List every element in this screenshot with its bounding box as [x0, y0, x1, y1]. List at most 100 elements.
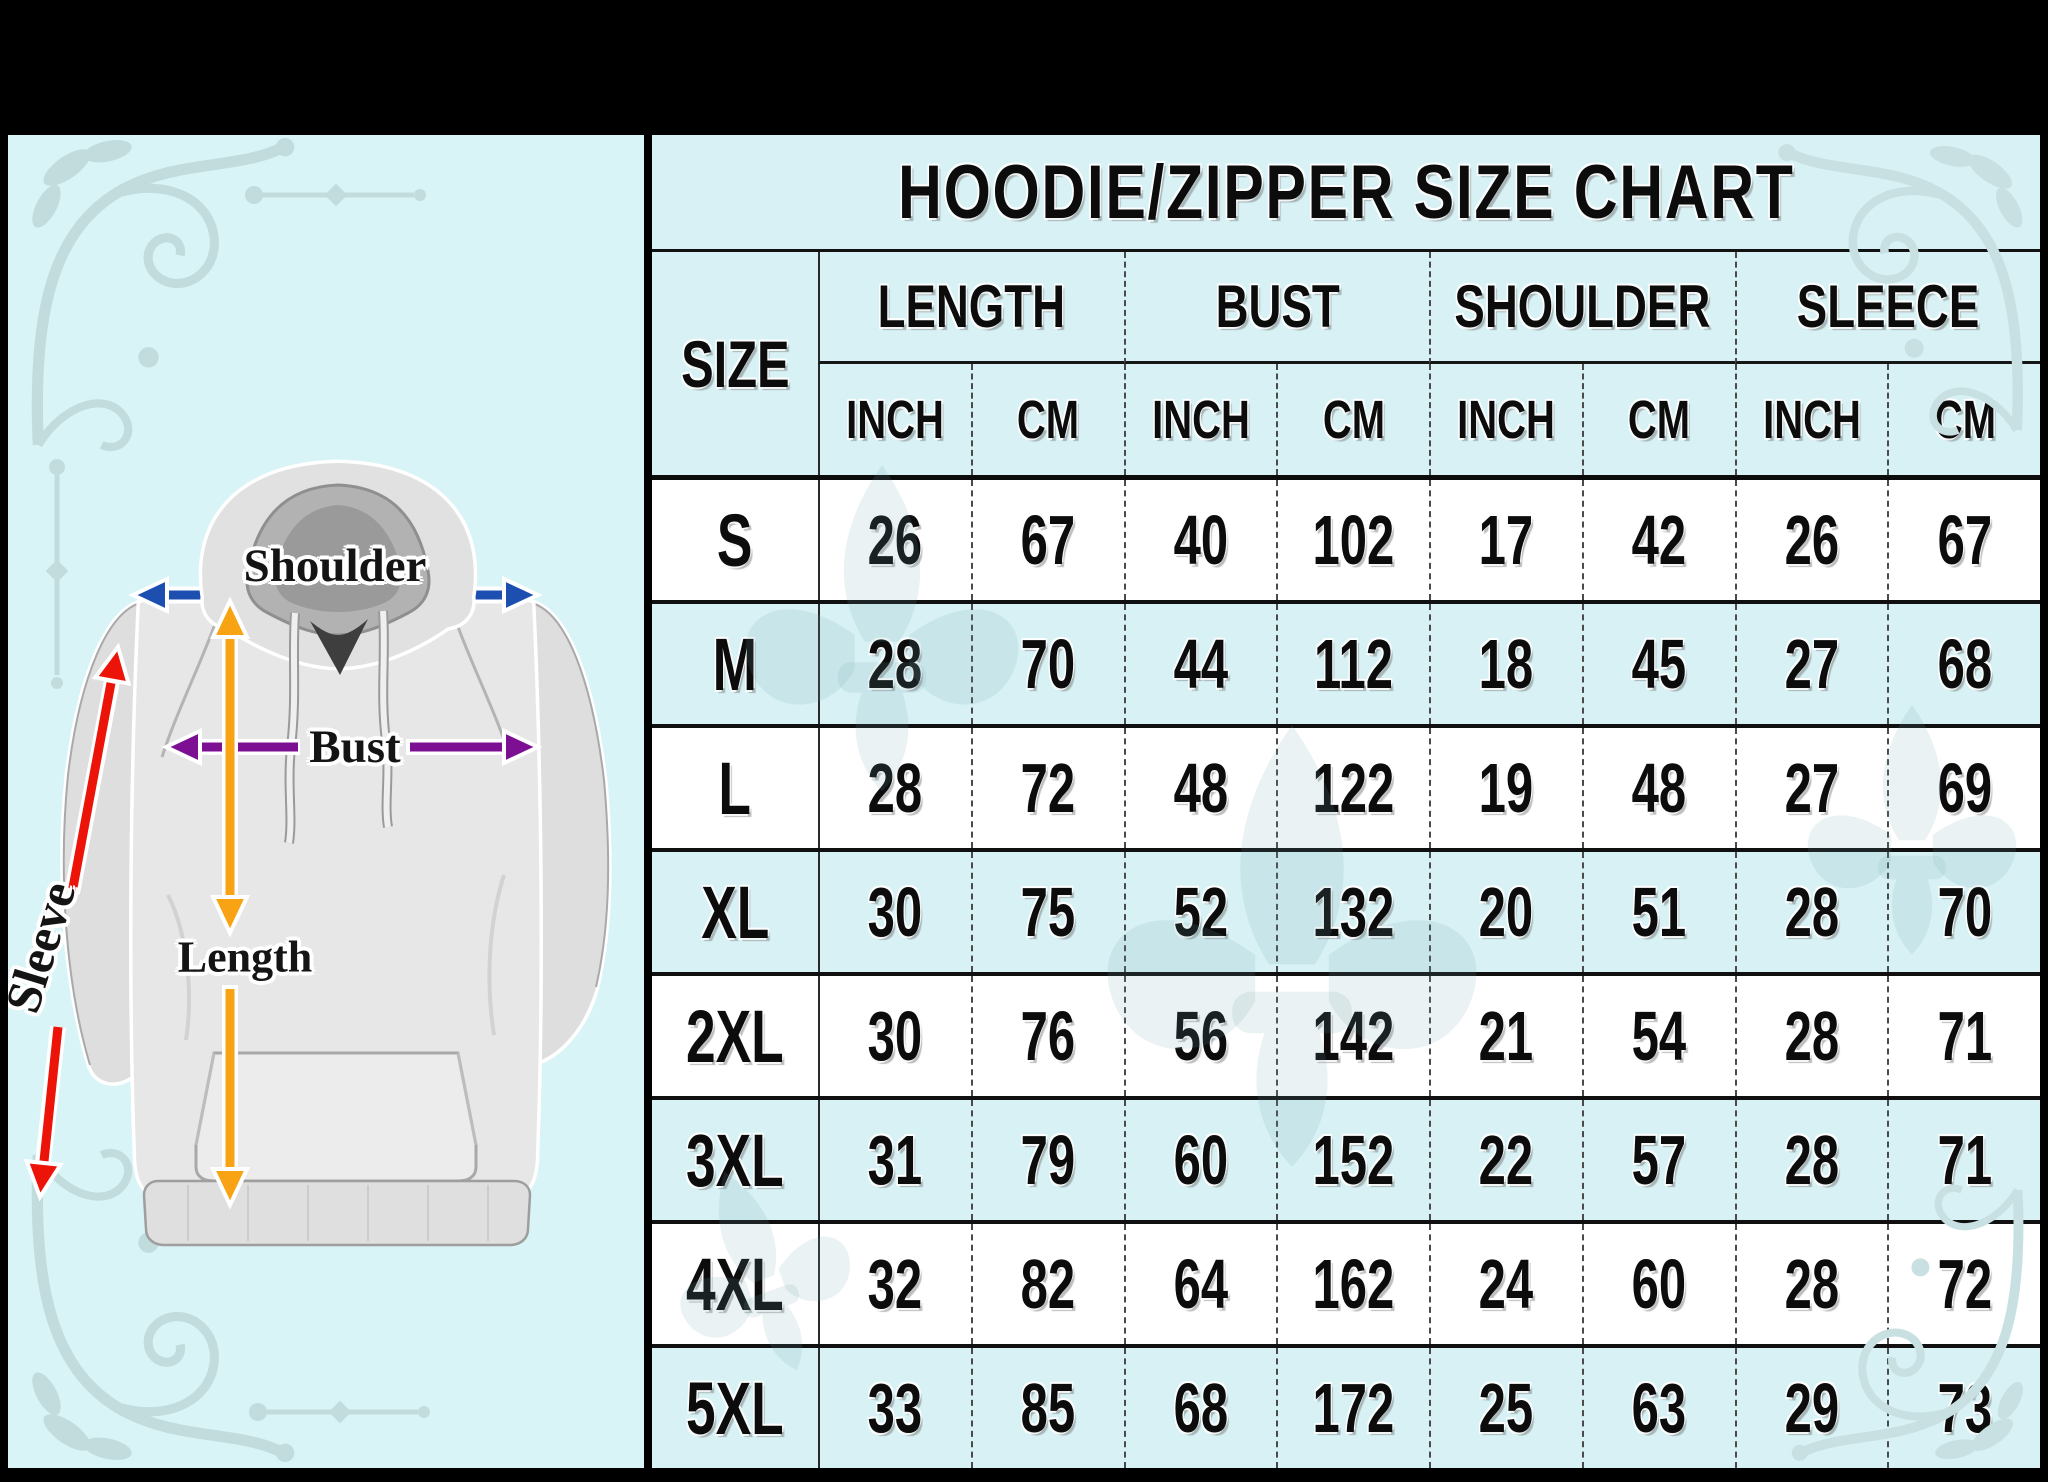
measurement-value: 67 — [1937, 501, 1992, 579]
size-cell: 3XL — [652, 1100, 818, 1220]
measurement-value: 60 — [1631, 1245, 1687, 1323]
measurement-cell: 60 — [1123, 1100, 1277, 1220]
measurement-cell: 132 — [1276, 852, 1429, 972]
measurement-value: 42 — [1631, 501, 1687, 579]
measurement-cell: 48 — [1123, 728, 1277, 848]
measurement-value: 19 — [1479, 749, 1534, 827]
measurement-cell: 28 — [1734, 976, 1888, 1096]
measurement-cell: 19 — [1429, 728, 1582, 848]
measurement-value: 76 — [1020, 997, 1076, 1075]
size-value: 4XL — [686, 1242, 784, 1326]
measurement-cell: 27 — [1734, 728, 1888, 848]
unit-header: CM — [1581, 364, 1735, 475]
measurement-value: 68 — [1173, 1369, 1229, 1447]
measurement-value: 71 — [1937, 997, 1992, 1075]
measurement-value: 52 — [1173, 873, 1229, 951]
measurement-cell: 70 — [1887, 852, 2040, 972]
measurement-cell: 64 — [1123, 1224, 1277, 1344]
unit-label: CM — [1017, 389, 1080, 450]
measurement-value: 30 — [868, 997, 923, 1075]
measurement-value: 70 — [1937, 873, 1992, 951]
measurement-cell: 57 — [1581, 1100, 1735, 1220]
size-value: S — [717, 498, 753, 582]
measurement-cell: 40 — [1123, 480, 1277, 600]
measurement-cell: 27 — [1734, 604, 1888, 724]
unit-label: INCH — [1763, 389, 1861, 450]
unit-header: CM — [1276, 364, 1429, 475]
measurement-cell: 82 — [970, 1224, 1124, 1344]
shoulder-group-header: SHOULDER — [1429, 252, 1735, 364]
measurement-cell: 71 — [1887, 1100, 2040, 1220]
measurement-value: 30 — [868, 873, 923, 951]
measurement-value: 162 — [1312, 1245, 1395, 1323]
measurement-value: 152 — [1312, 1121, 1395, 1199]
measurement-cell: 63 — [1581, 1348, 1735, 1468]
measurement-cell: 48 — [1581, 728, 1735, 848]
table-title: HOODIE/ZIPPER SIZE CHART — [897, 149, 1795, 235]
measurement-cell: 56 — [1123, 976, 1277, 1096]
size-value: 2XL — [686, 994, 784, 1078]
measurement-cell: 30 — [818, 852, 971, 972]
measurement-cell: 112 — [1276, 604, 1429, 724]
measurement-value: 27 — [1784, 749, 1840, 827]
measurement-value: 22 — [1479, 1121, 1534, 1199]
measurement-value: 63 — [1631, 1369, 1687, 1447]
measurement-cell: 73 — [1887, 1348, 2040, 1468]
table-row: L 28 72 48 122 19 48 27 69 — [652, 724, 2040, 848]
measurement-cell: 33 — [818, 1348, 971, 1468]
measurement-value: 102 — [1312, 501, 1395, 579]
measurement-value: 33 — [868, 1369, 923, 1447]
measurement-cell: 28 — [1734, 852, 1888, 972]
measurement-value: 71 — [1937, 1121, 1992, 1199]
measurement-value: 28 — [1784, 997, 1840, 1075]
measurement-value: 79 — [1020, 1121, 1076, 1199]
unit-label: INCH — [1457, 389, 1556, 450]
measurement-cell: 76 — [970, 976, 1124, 1096]
size-value: M — [712, 622, 758, 706]
measurement-cell: 85 — [970, 1348, 1124, 1468]
measurement-value: 45 — [1631, 625, 1687, 703]
measurement-cell: 30 — [818, 976, 971, 1096]
measurement-value: 29 — [1784, 1369, 1840, 1447]
measurement-cell: 45 — [1581, 604, 1735, 724]
hoodie-garment — [60, 579, 612, 1247]
measurement-value: 73 — [1937, 1369, 1992, 1447]
measurement-value: 48 — [1173, 749, 1229, 827]
measurement-cell: 44 — [1123, 604, 1277, 724]
unit-header: INCH — [1429, 364, 1582, 475]
measurement-value: 67 — [1020, 501, 1076, 579]
measurement-value: 85 — [1020, 1369, 1076, 1447]
hoodie-hood — [198, 459, 478, 844]
measurement-value: 17 — [1479, 501, 1534, 579]
table-row: S 26 67 40 102 17 42 26 67 — [652, 480, 2040, 600]
measurement-cell: 42 — [1581, 480, 1735, 600]
sleeve-group-header: SLEECE — [1734, 252, 2040, 364]
measurement-value: 132 — [1312, 873, 1395, 951]
measurement-cell: 67 — [970, 480, 1124, 600]
measurement-cell: 67 — [1887, 480, 2040, 600]
measurement-value: 112 — [1314, 625, 1394, 703]
measurement-value: 51 — [1631, 873, 1687, 951]
group-label: SLEECE — [1797, 273, 1980, 340]
shoulder-label: Shoulder — [243, 540, 427, 592]
measurement-cell: 68 — [1123, 1348, 1277, 1468]
measurement-value: 54 — [1631, 997, 1687, 1075]
hoodie-diagram-panel: Shoulder Bust Length Sleeve — [8, 135, 644, 1468]
table-title-row: HOODIE/ZIPPER SIZE CHART — [652, 135, 2040, 252]
group-label: SHOULDER — [1454, 273, 1711, 340]
measurement-value: 26 — [1784, 501, 1840, 579]
measurement-value: 60 — [1173, 1121, 1229, 1199]
measurement-value: 28 — [868, 625, 923, 703]
measurement-value: 68 — [1937, 625, 1992, 703]
length-arrow — [209, 596, 251, 1210]
measurement-cell: 72 — [970, 728, 1124, 848]
size-cell: 5XL — [652, 1348, 818, 1468]
unit-header: INCH — [1123, 364, 1277, 475]
size-cell: XL — [652, 852, 818, 972]
measurement-value: 172 — [1312, 1369, 1395, 1447]
measurement-value: 40 — [1173, 501, 1229, 579]
unit-label: CM — [1322, 389, 1385, 450]
unit-label: CM — [1628, 389, 1691, 450]
unit-header: CM — [1887, 364, 2040, 475]
measurement-cell: 20 — [1429, 852, 1582, 972]
